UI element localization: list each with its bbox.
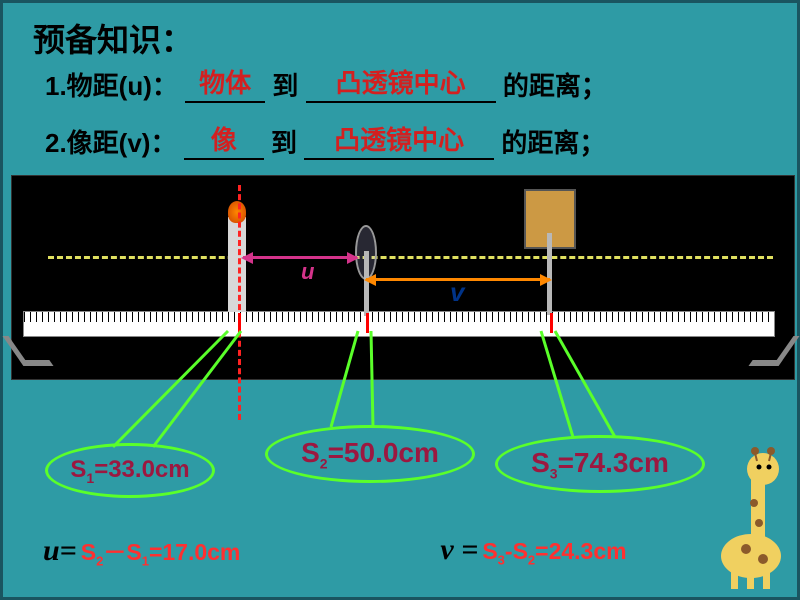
- s1-value: S1=33.0cm: [70, 456, 189, 486]
- bubble-s1: S1=33.0cm: [45, 443, 215, 498]
- suffix: 的距离；: [501, 128, 605, 158]
- bubble-s2: S2=50.0cm: [265, 425, 475, 483]
- candle-flame: [228, 201, 246, 223]
- s2-value: S2=50.0cm: [301, 437, 439, 472]
- definition-image-distance: 2.像距(v)： 像 到 凸透镜中心 的距离；: [45, 123, 605, 160]
- candle-position-line: [238, 185, 241, 420]
- s3-value: S3=74.3cm: [531, 447, 669, 482]
- mid: 到: [272, 71, 298, 101]
- formula-v: v = S3-S2=24.3cm: [440, 533, 626, 569]
- optical-bench: [23, 311, 775, 337]
- prefix: 2.像距(v)：: [45, 128, 176, 158]
- suffix: 的距离；: [503, 71, 607, 101]
- formulas: u= S2－S1=17.0cm v = S3-S2=24.3cm: [43, 533, 757, 569]
- u-distance-arrow: [243, 256, 357, 259]
- definition-object-distance: 1.物距(u)： 物体 到 凸透镜中心 的距离；: [45, 66, 607, 103]
- optical-axis: [48, 256, 773, 259]
- mid: 到: [271, 128, 297, 158]
- fill-lens-center-2: 凸透镜中心: [304, 124, 494, 160]
- bubble-s3: S3=74.3cm: [495, 435, 705, 493]
- candle: [228, 217, 246, 312]
- fill-object: 物体: [185, 67, 265, 103]
- u-label: u: [301, 259, 314, 285]
- fill-lens-center-1: 凸透镜中心: [306, 67, 496, 103]
- slide-title: 预备知识：: [33, 15, 193, 61]
- giraffe-decoration-icon: [691, 431, 791, 591]
- scale-tick-s1: [238, 313, 241, 333]
- formula-u: u= S2－S1=17.0cm: [43, 533, 240, 569]
- scale-tick-s2: [366, 313, 369, 333]
- prefix: 1.物距(u)：: [45, 71, 178, 101]
- v-label: v: [450, 277, 464, 308]
- scale-tick-s3: [550, 313, 553, 333]
- fill-image: 像: [184, 124, 264, 160]
